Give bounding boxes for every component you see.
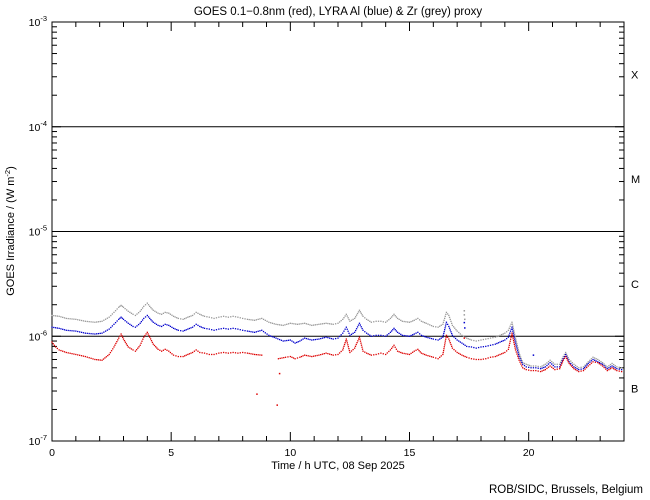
y-axis-label: GOES Irradiance / (W m-2)	[3, 166, 17, 296]
y-tick-label: 10-3	[29, 14, 47, 29]
y-tick-label: 10-4	[29, 119, 47, 134]
flare-class-label-b: B	[631, 384, 638, 396]
flare-class-label-m: M	[631, 174, 640, 186]
series-goes-xray	[51, 331, 623, 406]
series-lyra-al-proxy	[51, 314, 623, 371]
x-axis-label: Time / h UTC, 08 Sep 2025	[271, 460, 405, 472]
x-tick-label: 20	[523, 447, 535, 459]
y-axis-tick-labels: 10-3 10-4 10-5 10-6 10-7	[29, 14, 47, 448]
flare-class-boundary-lines	[52, 126, 624, 337]
y-tick-label: 10-6	[29, 328, 47, 343]
x-tick-label: 15	[404, 447, 416, 459]
y-tick-label: 10-7	[29, 433, 47, 448]
y-tick-label: 10-5	[29, 224, 47, 239]
series-lyra-zr-proxy	[51, 302, 623, 369]
flare-class-label-c: C	[631, 279, 639, 291]
x-axis-tick-labels: 0 5 10 15 20	[49, 447, 535, 459]
flare-class-label-x: X	[631, 69, 639, 81]
x-tick-label: 5	[168, 447, 174, 459]
chart-title: GOES 0.1−0.8nm (red), LYRA Al (blue) & Z…	[194, 6, 483, 18]
flare-class-labels: X M C B	[631, 69, 640, 395]
credit-text: ROB/SIDC, Brussels, Belgium	[489, 484, 643, 496]
x-axis-ticks	[51, 22, 601, 441]
x-tick-label: 10	[284, 447, 296, 459]
x-tick-label: 0	[49, 447, 55, 459]
